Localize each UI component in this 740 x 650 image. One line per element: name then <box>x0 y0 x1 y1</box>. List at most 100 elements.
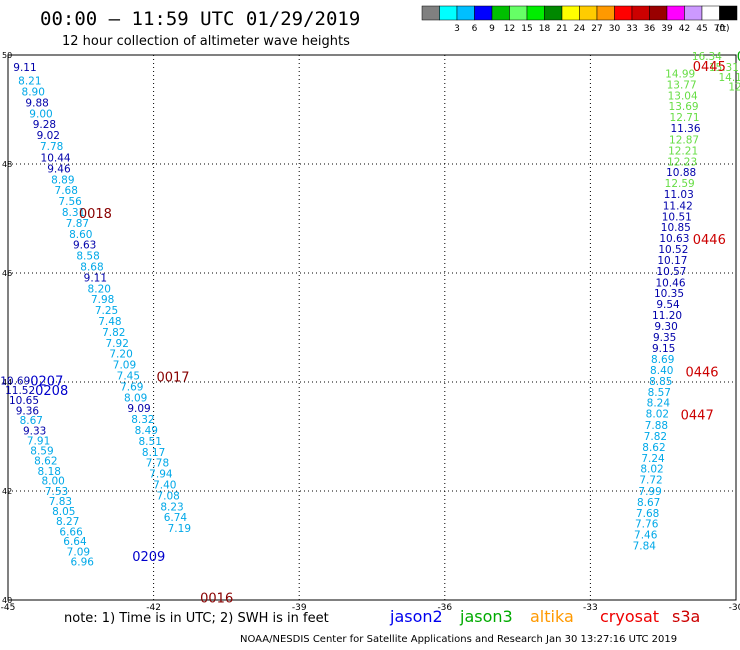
wave-height-value: 7.53 <box>45 486 68 498</box>
wave-height-value: 8.67 <box>637 497 660 509</box>
wave-height-value: 7.94 <box>149 469 173 481</box>
wave-height-value: 10.51 <box>662 211 692 223</box>
wave-height-value: 7.19 <box>168 523 191 535</box>
color-legend: 3 6 9 12 15 18 21 24 27 30 33 36 39 42 45 70(ft) <box>421 5 738 34</box>
wave-height-value: 7.40 <box>153 479 176 491</box>
wave-height-value: 9.11 <box>13 62 36 74</box>
legend-label: 6 <box>472 24 478 34</box>
wave-height-value: 7.76 <box>635 519 659 531</box>
pass-time-label: 0207 <box>30 374 63 389</box>
wave-height-value: 9.88 <box>25 97 48 109</box>
x-tick-label: -33 <box>583 603 598 613</box>
legend-label: 3 <box>454 24 460 34</box>
wave-height-value: 7.92 <box>106 338 129 350</box>
wave-height-value: 7.99 <box>638 486 661 498</box>
wave-height-value: 7.87 <box>66 218 89 230</box>
wave-height-value: 14.1 <box>718 72 740 84</box>
pass-time-label: 0209 <box>132 550 165 565</box>
wave-height-value: 11.20 <box>652 310 682 322</box>
y-tick-label: 42 <box>2 487 12 496</box>
wave-height-value: 8.69 <box>651 354 674 366</box>
wave-height-value: 8.89 <box>51 174 74 186</box>
pass-time-label: 0208 <box>35 384 68 399</box>
footer-note: note: 1) Time is in UTC; 2) SWH is in fe… <box>64 611 329 626</box>
legend-label: 30 <box>609 24 621 34</box>
wave-height-value: 10.44 <box>41 152 71 164</box>
wave-height-value: 13.69 <box>669 101 699 113</box>
wave-height-value: 10.85 <box>661 222 691 234</box>
wave-height-value: 12.59 <box>665 178 695 190</box>
legend-label: 18 <box>539 24 551 34</box>
wave-height-value: 12 <box>728 82 740 94</box>
legend-label: 39 <box>661 24 673 34</box>
page-subtitle: 12 hour collection of altimeter wave hei… <box>62 34 350 49</box>
map-frame <box>7 54 737 601</box>
wave-height-value: 7.56 <box>58 196 82 208</box>
wave-height-value: 13.77 <box>667 79 697 91</box>
satellite-jason2: jason2 <box>390 607 443 626</box>
wave-height-value: 13.04 <box>668 90 698 102</box>
pass-time-label: 0446 <box>685 366 718 381</box>
satellite-altika: altika <box>530 607 574 626</box>
pass-time-label: 0016 <box>200 591 233 606</box>
wave-height-value: 7.83 <box>49 496 72 508</box>
wave-height-value: 7.08 <box>156 490 179 502</box>
wave-height-value: 8.05 <box>52 506 75 518</box>
pass-time-label: 0447 <box>681 409 714 424</box>
wave-height-value: 10.46 <box>655 277 685 289</box>
wave-height-value: 8.62 <box>34 455 57 467</box>
wave-height-value: 12.71 <box>670 112 700 124</box>
wave-height-value: 8.09 <box>124 392 147 404</box>
wave-height-value: 10.17 <box>657 255 687 267</box>
wave-height-value: 8.02 <box>640 464 663 476</box>
wave-height-value: 9.11 <box>84 272 107 284</box>
wave-height-value: 8.68 <box>80 261 103 273</box>
wave-height-value: 11.52 <box>5 385 35 397</box>
wave-height-map: -45-42-39-36-33-305048464442409.118.218.… <box>0 50 740 613</box>
x-tick-label: -42 <box>146 603 161 613</box>
wave-height-value: 8.27 <box>56 516 79 528</box>
wave-height-value: 7.24 <box>641 453 665 465</box>
wave-height-value: 10.65 <box>9 395 39 407</box>
wave-height-value: 8.90 <box>22 87 45 99</box>
legend-label: 27 <box>591 24 602 34</box>
y-tick-label: 44 <box>2 378 12 387</box>
wave-height-value: 10.57 <box>656 266 686 278</box>
wave-height-value: 9.35 <box>653 332 676 344</box>
wave-height-value: 8.23 <box>160 501 183 513</box>
wave-height-value: 7.46 <box>634 530 658 542</box>
wave-height-value: 9.46 <box>47 163 71 175</box>
wave-height-value: 9.09 <box>127 403 150 415</box>
wave-height-value: 7.72 <box>639 475 662 487</box>
wave-height-value: 12.23 <box>667 156 697 168</box>
legend-label: 12 <box>504 24 515 34</box>
legend-swatch <box>719 5 738 21</box>
wave-height-value: 7.78 <box>146 458 169 470</box>
legend-label: 36 <box>644 24 656 34</box>
wave-height-value: 12.21 <box>668 145 698 157</box>
wave-height-value: 9.63 <box>73 240 96 252</box>
wave-height-value: 8.85 <box>649 376 672 388</box>
wave-height-value: 8.31 <box>62 207 85 219</box>
wave-height-value: 7.82 <box>644 431 667 443</box>
x-tick-label: -45 <box>1 603 16 613</box>
wave-height-value: 7.91 <box>27 435 50 447</box>
wave-height-value: 11.42 <box>663 200 693 212</box>
wave-height-value: 8.40 <box>650 365 673 377</box>
wave-height-value: 7.68 <box>636 508 659 520</box>
wave-height-value: 9.15 <box>652 343 675 355</box>
wave-height-value: 7.20 <box>109 349 132 361</box>
x-tick-label: -30 <box>729 603 740 613</box>
wave-height-value: 9.33 <box>23 426 46 438</box>
wave-height-value: 10.52 <box>658 244 688 256</box>
x-tick-label: -39 <box>292 603 307 613</box>
pass-time-label: 0017 <box>156 371 189 386</box>
legend-label: 21 <box>556 24 567 34</box>
wave-height-value: 8.51 <box>139 436 162 448</box>
legend-label: 33 <box>626 24 637 34</box>
wave-height-value: 8.60 <box>69 229 92 241</box>
wave-height-value: 10.69 <box>0 375 30 387</box>
wave-height-value: 10.35 <box>654 288 684 300</box>
wave-height-value: 8.20 <box>88 283 111 295</box>
